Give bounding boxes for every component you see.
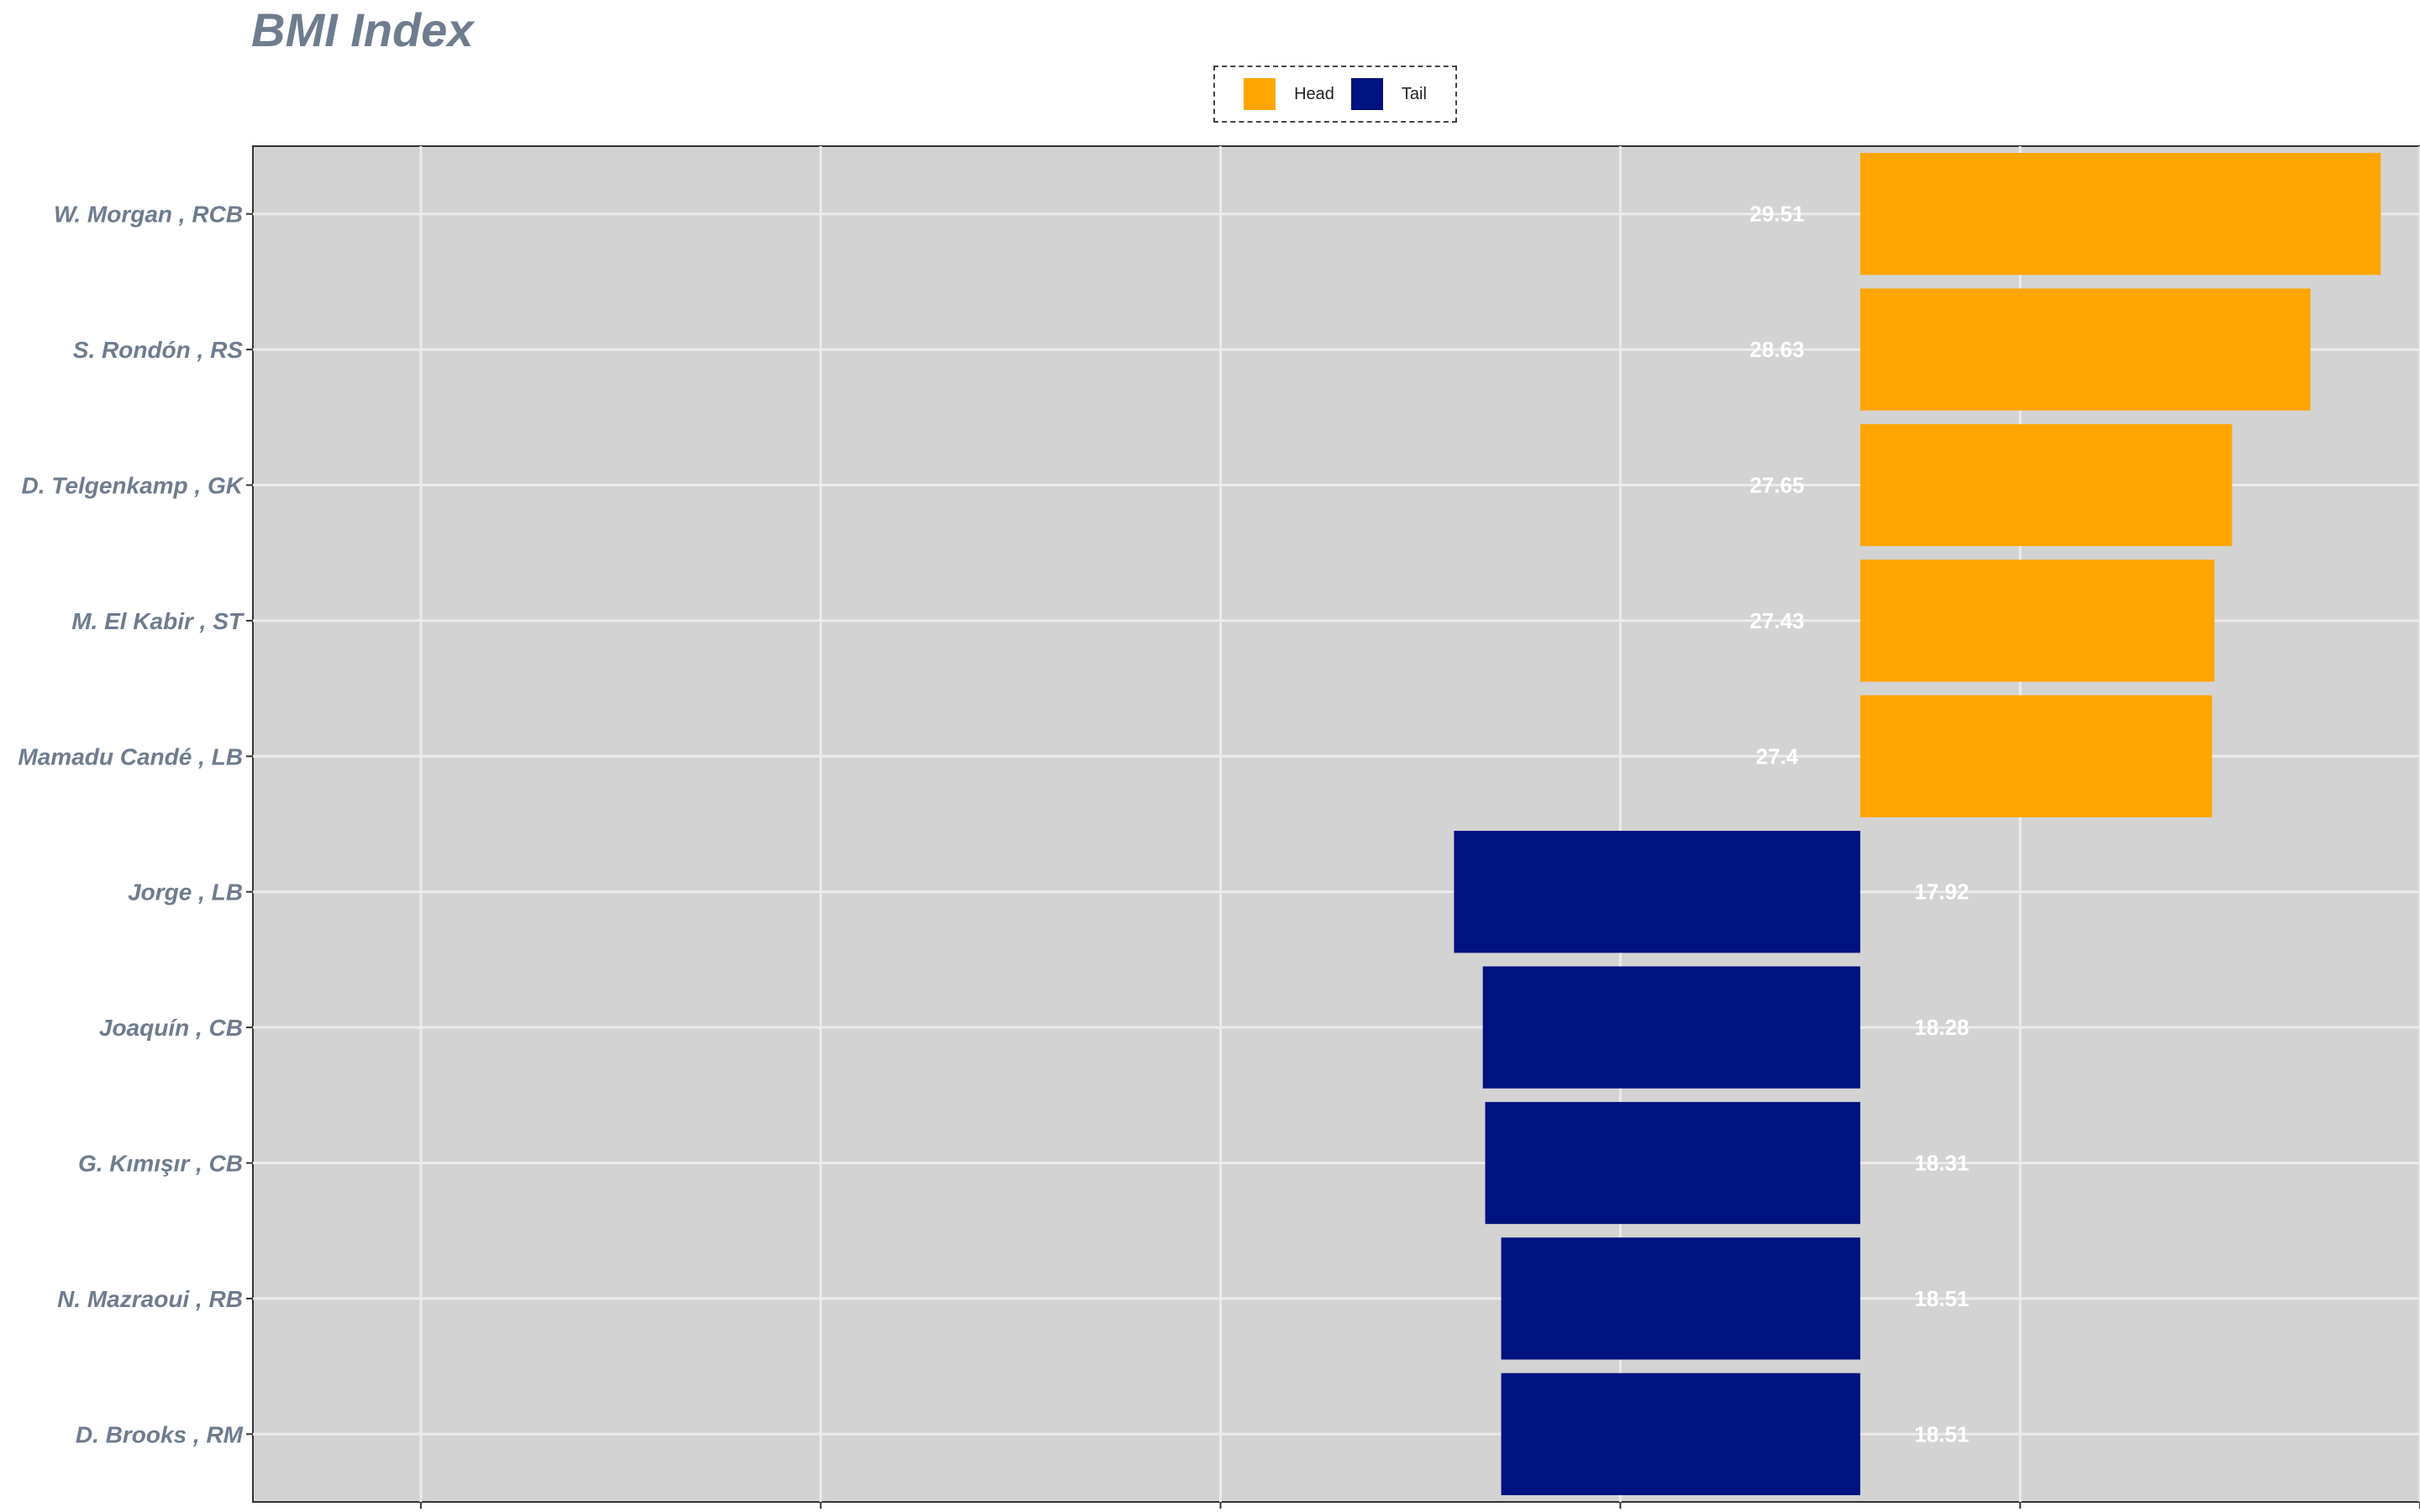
- bar-value-label: 18.51: [1914, 1421, 1969, 1446]
- y-tick-label: Joaquín , CB: [99, 1015, 243, 1041]
- chart-title: BMI Index: [251, 3, 474, 56]
- y-tick-label: S. Rondón , RS: [73, 337, 244, 363]
- y-tick-label: G. Kımışır , CB: [78, 1151, 243, 1177]
- y-tick-label: Mamadu Candé , LB: [18, 743, 243, 769]
- bar-tail: [1485, 1101, 1860, 1225]
- bar-tail: [1501, 1373, 1860, 1495]
- bar-head: [1860, 153, 2381, 276]
- bar-head: [1860, 559, 2215, 682]
- bar-value-label: 27.43: [1749, 608, 1804, 633]
- bar-value-label: 27.65: [1749, 473, 1804, 498]
- legend-item-tail: Tail: [1350, 78, 1427, 110]
- y-tick-label: W. Morgan , RCB: [54, 202, 243, 228]
- y-tick-label: N. Mazraoui , RB: [57, 1286, 243, 1312]
- bar-value-label: 18.31: [1914, 1151, 1969, 1176]
- bar-tail: [1454, 831, 1860, 953]
- bar-value-label: 17.92: [1914, 879, 1969, 905]
- bar-head: [1860, 288, 2311, 411]
- bar-tail: [1482, 966, 1860, 1089]
- bar-value-label: 18.28: [1914, 1015, 1969, 1040]
- legend-label-head: Head: [1294, 84, 1334, 103]
- bar-value-label: 18.51: [1914, 1286, 1969, 1311]
- bar-tail: [1501, 1237, 1860, 1360]
- chart-legend: Head Tail: [1213, 66, 1457, 123]
- y-tick-label: Jorge , LB: [128, 879, 243, 906]
- y-tick-label: D. Telgenkamp , GK: [22, 473, 245, 499]
- legend-label-tail: Tail: [1401, 84, 1427, 103]
- y-tick-label: M. El Kabir , ST: [71, 608, 245, 634]
- legend-item-head: Head: [1244, 78, 1334, 110]
- bar-value-label: 29.51: [1749, 202, 1804, 227]
- legend-swatch-tail: [1350, 78, 1383, 110]
- bar-head: [1860, 695, 2212, 817]
- bar-value-label: 27.4: [1756, 743, 1799, 769]
- legend-swatch-head: [1244, 78, 1276, 110]
- bar-value-label: 28.63: [1749, 337, 1804, 362]
- bar-head: [1860, 423, 2233, 547]
- y-tick-label: D. Brooks , RM: [76, 1421, 244, 1447]
